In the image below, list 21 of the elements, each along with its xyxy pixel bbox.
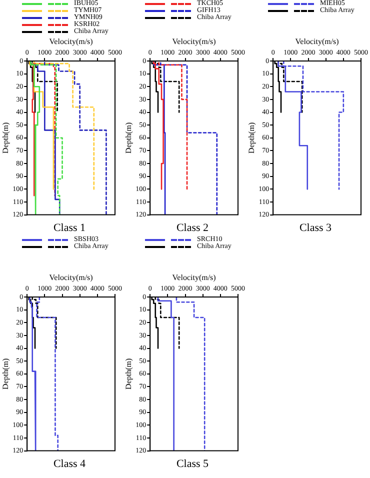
y-axis-title: Depth(m) xyxy=(246,122,256,154)
x-axis-title: Velocity(m/s) xyxy=(49,272,94,282)
line-series xyxy=(33,61,95,190)
text: Class 2 xyxy=(175,222,210,234)
line-series xyxy=(44,61,107,215)
y-axis-title: Depth(m) xyxy=(0,358,10,390)
line-series xyxy=(33,61,56,196)
y-axis-title: Depth(m) xyxy=(124,358,133,390)
x-axis-title: Velocity(m/s) xyxy=(172,272,216,282)
x-axis-title: Velocity(m/s) xyxy=(295,36,340,46)
text: Class 1 xyxy=(52,222,87,234)
text: Class 5 xyxy=(175,458,210,470)
x-axis-title: Velocity(m/s) xyxy=(49,36,94,46)
line-series xyxy=(36,297,59,451)
line-series xyxy=(176,297,206,451)
line-series xyxy=(158,61,188,190)
x-axis-title: Velocity(m/s) xyxy=(172,36,216,46)
y-axis-title: Depth(m) xyxy=(0,122,10,154)
text: Class 3 xyxy=(298,222,333,234)
text: Class 4 xyxy=(52,458,87,470)
y-axis-title: Depth(m) xyxy=(124,122,133,154)
